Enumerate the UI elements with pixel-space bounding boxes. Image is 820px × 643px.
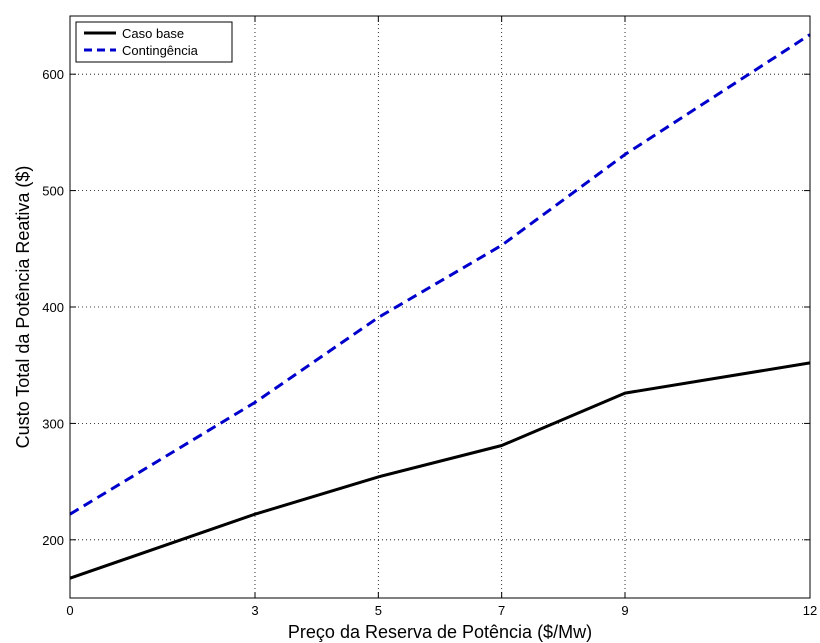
series-line-caso-base [69, 361, 811, 580]
x-axis-title: Preço da Reserva de Potência ($/Mw) [288, 622, 592, 642]
series-lines [69, 33, 811, 580]
x-tick-label: 9 [621, 603, 628, 618]
y-tick-label: 300 [42, 416, 64, 431]
x-tick-labels: 0 3 5 7 9 12 [66, 603, 817, 618]
legend-box [75, 21, 233, 63]
y-tick-label: 500 [42, 184, 64, 199]
x-tick-label: 0 [66, 603, 73, 618]
y-axis-title: Custo Total da Potência Reativa ($) [13, 166, 33, 449]
y-tick-label: 200 [42, 533, 64, 548]
series-line-contingencia [69, 33, 811, 516]
y-tick-label: 400 [42, 300, 64, 315]
grid-lines [70, 16, 810, 598]
axis-ticks [69, 16, 811, 598]
x-tick-label: 12 [803, 603, 817, 618]
legend-label-contingencia: Contingência [122, 43, 199, 58]
x-tick-label: 7 [498, 603, 505, 618]
legend: Caso base Contingência [75, 21, 233, 63]
x-tick-label: 3 [251, 603, 258, 618]
y-tick-labels: 200 300 400 500 600 [42, 67, 64, 548]
x-tick-label: 5 [375, 603, 382, 618]
y-tick-label: 600 [42, 67, 64, 82]
legend-label-caso-base: Caso base [122, 26, 184, 41]
